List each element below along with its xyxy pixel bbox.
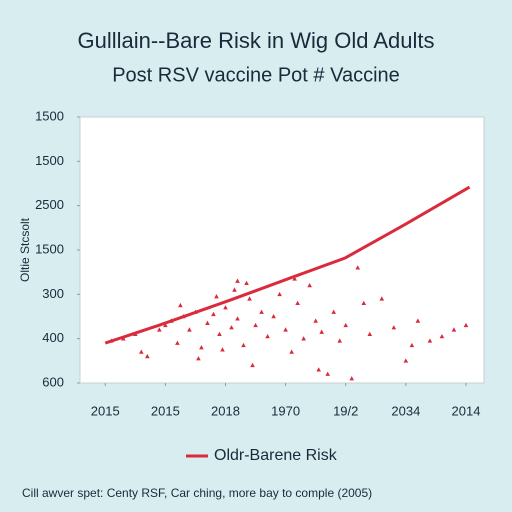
point <box>301 336 306 341</box>
point <box>205 320 210 325</box>
chart-subtitle: Post RSV vaccine Pot # Vaccine <box>112 64 400 86</box>
line <box>104 185 471 345</box>
point <box>217 331 222 337</box>
point <box>241 342 246 348</box>
point <box>349 376 355 381</box>
point <box>235 316 240 321</box>
y-tick-label: 2500 <box>35 197 64 212</box>
point <box>271 314 276 319</box>
point <box>163 322 168 328</box>
chart-title: Gulllain--Bare Risk in Wig Old Adults <box>77 28 434 53</box>
point <box>355 265 361 270</box>
point <box>307 282 312 288</box>
point <box>265 333 270 339</box>
y-tick-label: 600 <box>42 374 64 389</box>
point <box>232 287 237 292</box>
point <box>178 302 183 308</box>
point <box>379 296 385 301</box>
x-tick-label: 2014 <box>452 403 481 418</box>
y-tick-label: 300 <box>42 286 64 301</box>
y-tick-label: 400 <box>42 330 64 345</box>
point <box>139 349 144 354</box>
y-tick-label: 1500 <box>35 108 64 123</box>
point <box>289 349 294 354</box>
point <box>220 347 225 352</box>
x-tick-label: 2018 <box>211 403 240 418</box>
legend-label: Oldr-Barene Risk <box>214 447 338 464</box>
point <box>403 358 409 363</box>
point <box>343 322 349 328</box>
point <box>223 305 228 310</box>
point <box>250 362 255 368</box>
point <box>235 278 240 283</box>
caption: Cill awver spet: Centy RSF, Car ching, m… <box>22 486 372 500</box>
point <box>175 340 180 345</box>
point <box>211 311 216 317</box>
point <box>313 318 318 323</box>
point <box>451 327 457 332</box>
point <box>337 338 343 343</box>
point <box>283 327 288 332</box>
point <box>391 325 397 330</box>
point <box>361 300 367 305</box>
point <box>463 322 469 328</box>
x-tick-label: 19/2 <box>333 403 358 418</box>
x-tick-label: 2015 <box>151 403 180 418</box>
point <box>427 338 433 343</box>
x-tick-label: 2034 <box>391 403 420 418</box>
point <box>214 294 219 299</box>
point <box>157 327 162 332</box>
point <box>316 367 321 372</box>
point <box>325 371 330 376</box>
point <box>292 276 297 281</box>
point <box>145 353 150 359</box>
point <box>277 291 282 297</box>
point <box>319 329 324 334</box>
x-tick-label: 2015 <box>91 403 120 418</box>
point <box>409 342 415 348</box>
point <box>247 296 252 301</box>
point <box>196 356 201 361</box>
y-tick-label: 1500 <box>35 153 64 168</box>
point <box>259 309 264 314</box>
point <box>415 318 421 323</box>
point <box>367 331 373 337</box>
y-tick-label: 1500 <box>35 241 64 256</box>
plot-area <box>79 116 485 384</box>
point <box>331 309 337 314</box>
point <box>295 300 300 305</box>
point <box>199 345 204 350</box>
point <box>439 333 445 339</box>
point <box>253 322 258 328</box>
point <box>244 280 249 286</box>
x-tick-label: 1970 <box>271 403 300 418</box>
point <box>229 325 234 330</box>
y-axis-label: Oltie Stcsolt <box>18 217 32 282</box>
point <box>187 327 192 332</box>
